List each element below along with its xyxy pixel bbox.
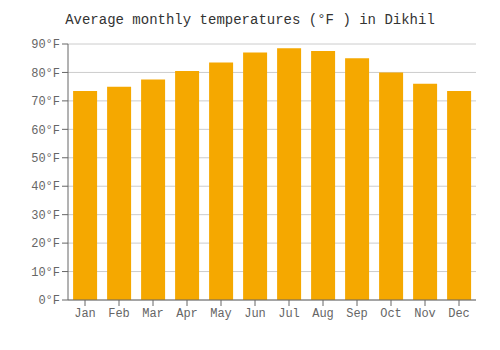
svg-text:Jun: Jun (244, 307, 266, 321)
svg-text:Nov: Nov (414, 307, 436, 321)
svg-text:May: May (210, 307, 232, 321)
svg-text:30°F: 30°F (31, 209, 60, 223)
svg-text:Oct: Oct (380, 307, 402, 321)
svg-text:50°F: 50°F (31, 152, 60, 166)
svg-text:Jan: Jan (74, 307, 96, 321)
svg-text:Mar: Mar (142, 307, 164, 321)
svg-text:70°F: 70°F (31, 95, 60, 109)
svg-text:Aug: Aug (312, 307, 334, 321)
svg-text:Feb: Feb (108, 307, 130, 321)
svg-text:80°F: 80°F (31, 67, 60, 81)
svg-text:Jul: Jul (278, 307, 300, 321)
svg-text:Apr: Apr (176, 307, 198, 321)
html-text:Average monthly temperatures (: Average monthly temperatures (°F ) in Di… (65, 12, 435, 28)
svg-text:40°F: 40°F (31, 180, 60, 194)
svg-text:0°F: 0°F (38, 294, 60, 308)
svg-text:Sep: Sep (346, 307, 368, 321)
svg-text:90°F: 90°F (31, 38, 60, 52)
svg-text:10°F: 10°F (31, 266, 60, 280)
svg-text:20°F: 20°F (31, 237, 60, 251)
svg-text:60°F: 60°F (31, 124, 60, 138)
svg-text:Dec: Dec (448, 307, 470, 321)
